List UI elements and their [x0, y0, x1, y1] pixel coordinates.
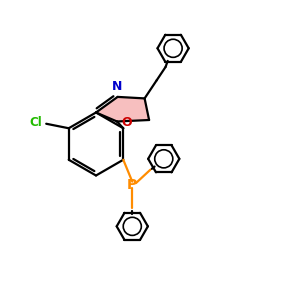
Text: P: P: [127, 178, 137, 192]
Text: O: O: [121, 116, 131, 129]
Polygon shape: [96, 97, 149, 122]
Text: N: N: [112, 80, 122, 93]
Text: Cl: Cl: [29, 116, 42, 129]
